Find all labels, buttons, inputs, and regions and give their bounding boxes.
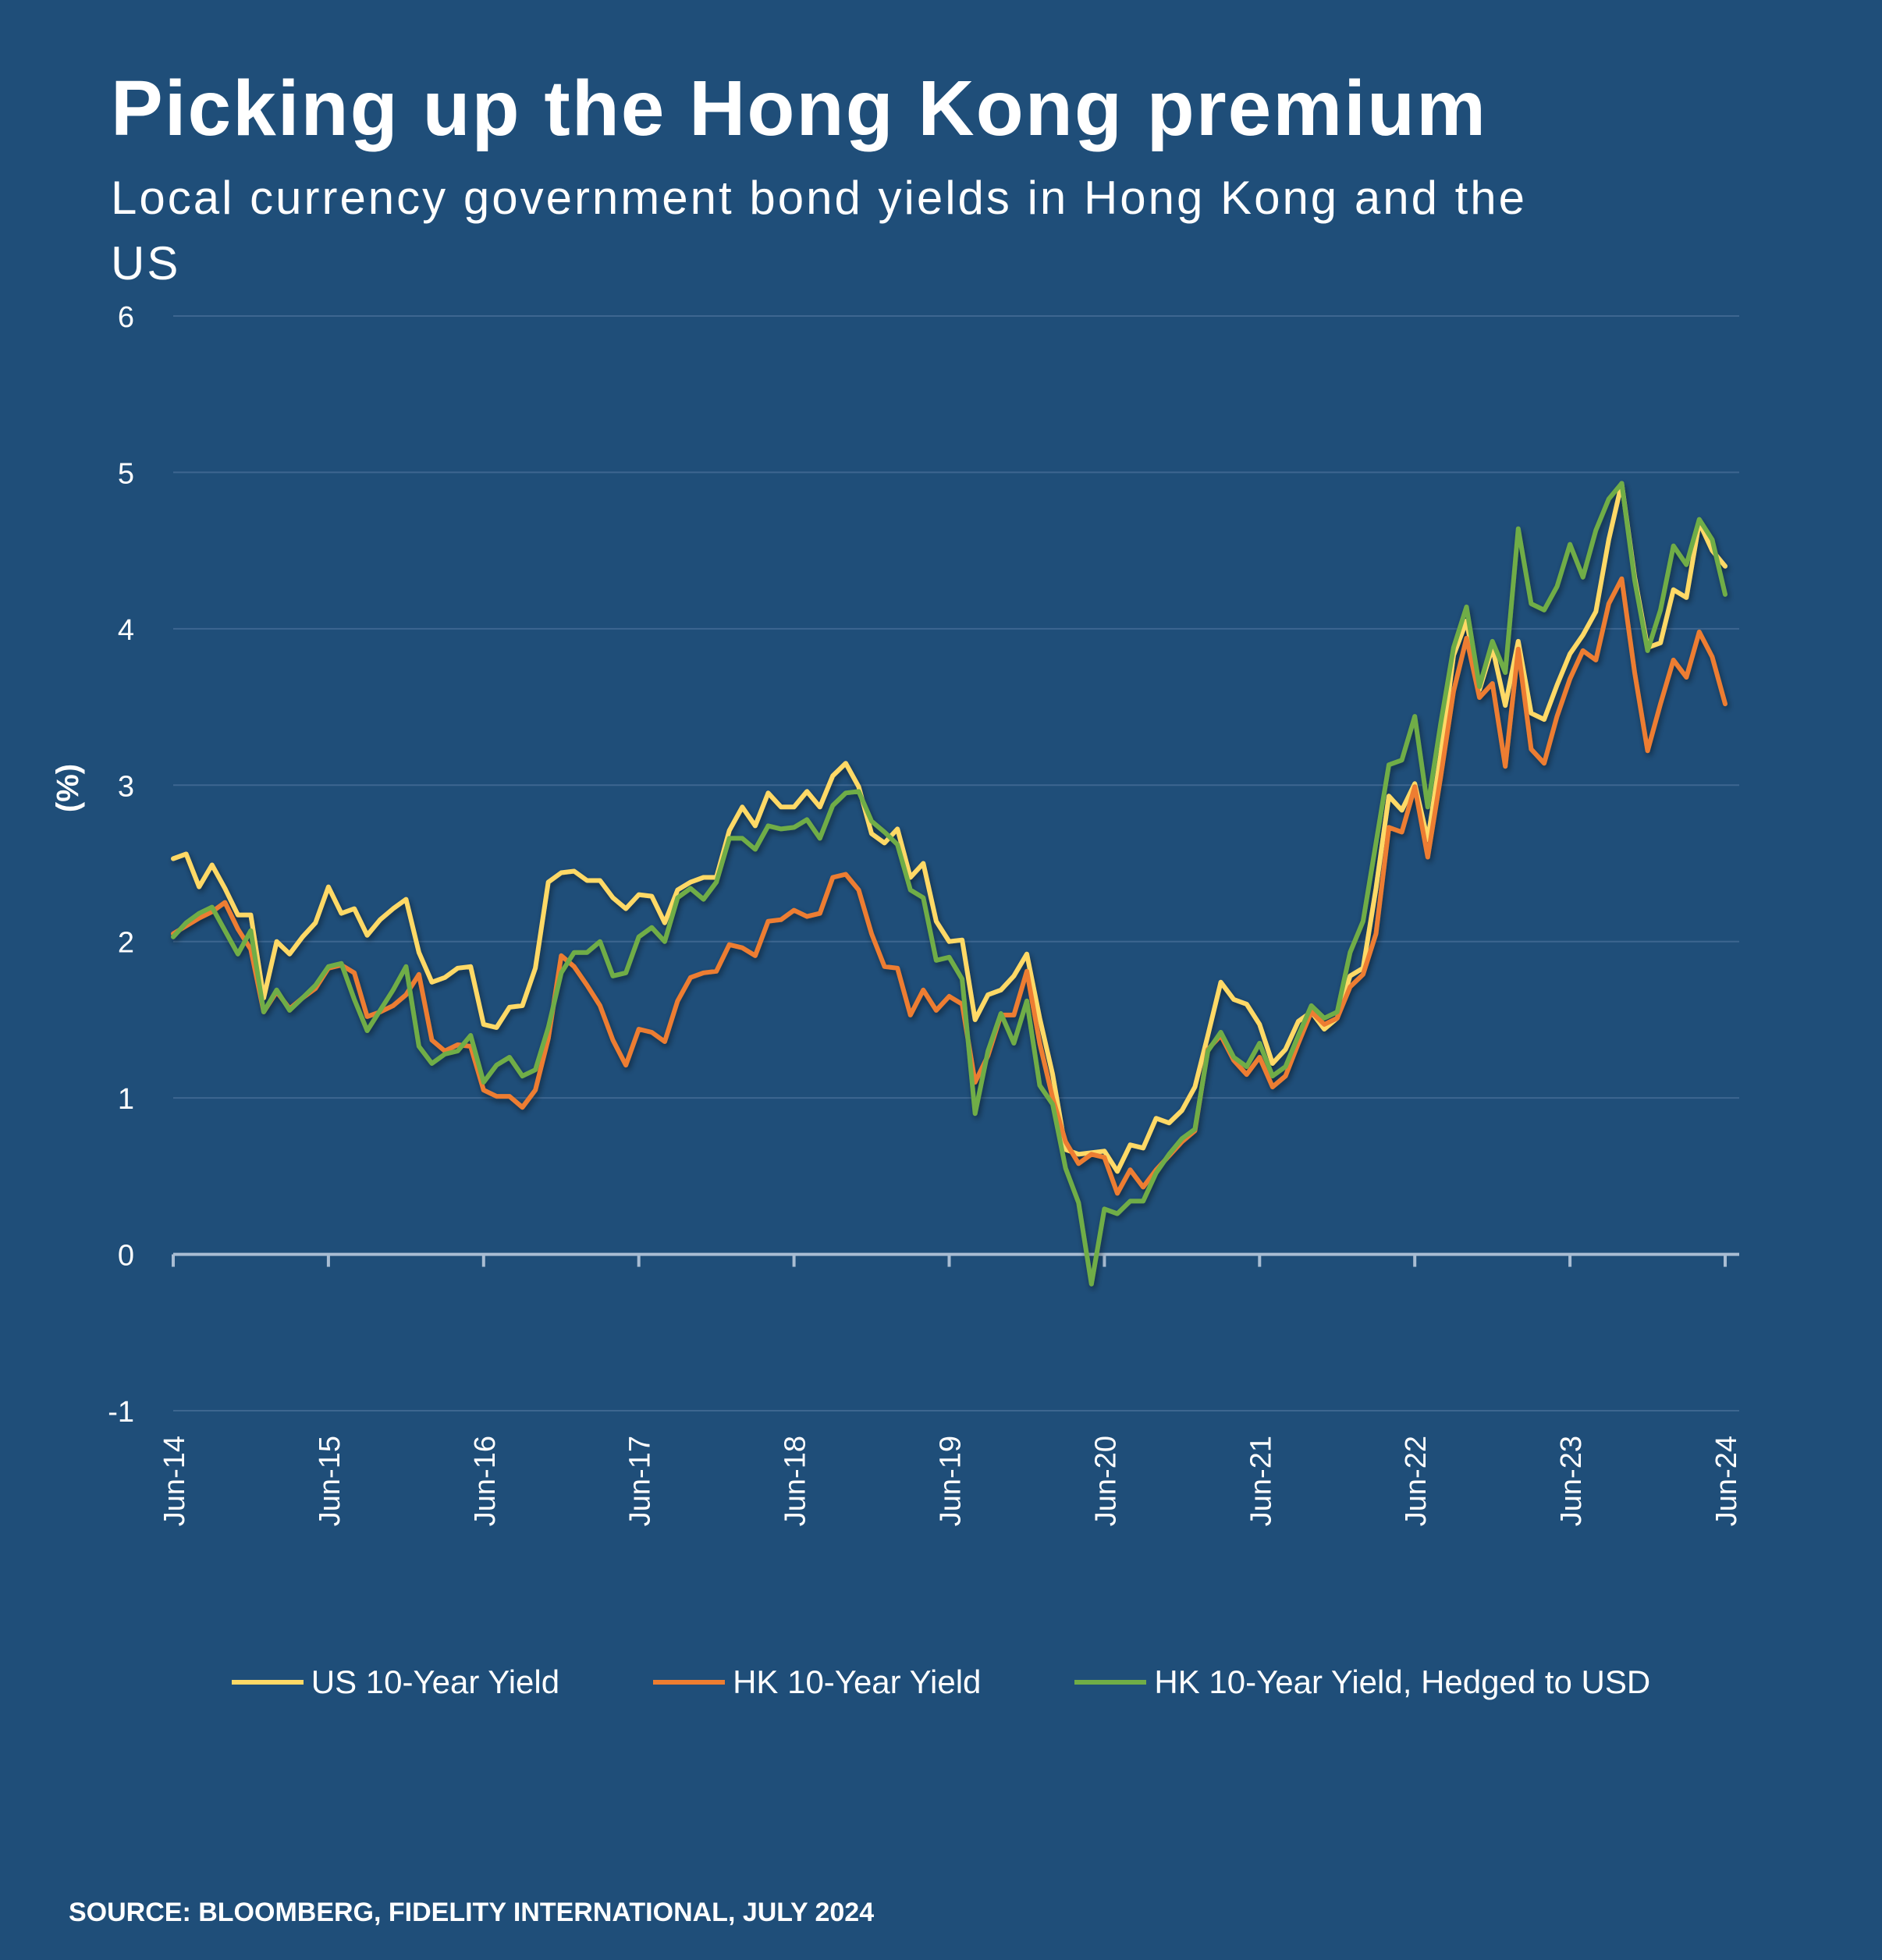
- y-tick-label: 4: [118, 614, 134, 647]
- legend-swatch-hk-hedged: [1074, 1680, 1147, 1685]
- legend-label-hk: HK 10-Year Yield: [733, 1664, 982, 1700]
- legend: US 10-Year Yield HK 10-Year Yield HK 10-…: [0, 1664, 1882, 1701]
- x-tick-label: Jun-23: [1555, 1436, 1588, 1526]
- y-tick-label: 1: [118, 1083, 134, 1116]
- x-tick-label: Jun-18: [779, 1436, 812, 1526]
- legend-item-hk: HK 10-Year Yield: [653, 1664, 981, 1701]
- legend-label-us: US 10-Year Yield: [311, 1664, 560, 1700]
- chart-subtitle: Local currency government bond yields in…: [111, 172, 1528, 289]
- legend-item-us: US 10-Year Yield: [231, 1664, 560, 1701]
- legend-swatch-hk: [653, 1680, 726, 1685]
- legend-item-hk-hedged: HK 10-Year Yield, Hedged to USD: [1074, 1664, 1650, 1701]
- y-axis-label: (%): [51, 764, 85, 812]
- x-tick-label: Jun-21: [1245, 1436, 1277, 1526]
- x-tick-label: Jun-20: [1089, 1436, 1122, 1526]
- x-tick-label: Jun-15: [314, 1436, 346, 1526]
- series-line-hk-10y-hedged: [171, 481, 1728, 1287]
- series-lines: [171, 481, 1728, 1287]
- legend-swatch-us: [231, 1680, 304, 1685]
- y-axis-ticks: 6 5 4 3 2 1 0 -1: [108, 301, 134, 1429]
- y-tick-label: 3: [118, 770, 134, 803]
- x-tick-label: Jun-17: [624, 1436, 657, 1526]
- chart-title: Picking up the Hong Kong premium: [111, 65, 1487, 152]
- x-tick-label: Jun-24: [1710, 1436, 1743, 1526]
- y-tick-label: -1: [108, 1396, 134, 1429]
- x-axis: Jun-14 Jun-15 Jun-16 Jun-17 Jun-18 Jun-19 Jun-…: [158, 1252, 1743, 1526]
- y-tick-label: 5: [118, 457, 134, 490]
- y-tick-label: 2: [118, 927, 134, 960]
- series-line-hk-10y: [171, 576, 1728, 1196]
- x-tick-label: Jun-22: [1400, 1436, 1433, 1526]
- series-line-us-10y: [171, 481, 1728, 1174]
- source-note: SOURCE: BLOOMBERG, FIDELITY INTERNATIONA…: [69, 1898, 875, 1927]
- gridlines: [173, 315, 1739, 1411]
- x-tick-label: Jun-16: [469, 1436, 502, 1526]
- x-tick-label: Jun-19: [935, 1436, 968, 1526]
- legend-label-hk-hedged: HK 10-Year Yield, Hedged to USD: [1154, 1664, 1651, 1700]
- y-tick-label: 6: [118, 301, 134, 334]
- x-tick-label: Jun-14: [158, 1436, 191, 1526]
- y-tick-label: 0: [118, 1240, 134, 1273]
